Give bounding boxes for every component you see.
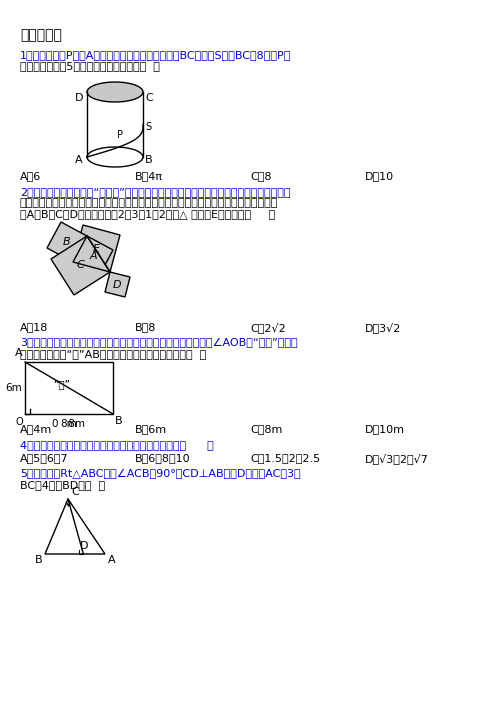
Text: B: B (145, 155, 153, 165)
Text: C．2√2: C．2√2 (250, 322, 286, 333)
Text: A: A (89, 251, 97, 261)
Text: C．1.5、2、2.5: C．1.5、2、2.5 (250, 453, 320, 463)
Text: 形A、B、C、D的边长分别是2、3、1、2，则△ 正方形E的边长是（     ）: 形A、B、C、D的边长分别是2、3、1、2，则△ 正方形E的边长是（ ） (20, 209, 275, 219)
Polygon shape (105, 272, 130, 297)
Text: 1．如图，动点P从点A出发，沿着圆柱的侧面移动到BC的中点S，若BC＝8，点P移: 1．如图，动点P从点A出发，沿着圆柱的侧面移动到BC的中点S，若BC＝8，点P移 (20, 50, 291, 60)
Text: B．4π: B．4π (135, 171, 163, 181)
Text: C．8m: C．8m (250, 424, 282, 434)
Polygon shape (73, 236, 113, 276)
Text: B．6m: B．6m (135, 424, 167, 434)
Text: 动的最短距离为5，则圆柱的底面周长为（  ）: 动的最短距离为5，则圆柱的底面周长为（ ） (20, 61, 160, 71)
Text: 4．下列各组数据，不能作为直角三角形的三边长的是（      ）: 4．下列各组数据，不能作为直角三角形的三边长的是（ ） (20, 440, 214, 450)
Ellipse shape (87, 82, 143, 102)
Polygon shape (47, 222, 87, 262)
Polygon shape (51, 236, 110, 295)
Text: BC＝4，则BD＝（  ）: BC＝4，则BD＝（ ） (20, 480, 105, 490)
Text: A: A (108, 555, 116, 565)
Text: B: B (63, 237, 71, 247)
Text: A．5、6、7: A．5、6、7 (20, 453, 68, 463)
Text: 0   8m: 0 8m (53, 419, 85, 429)
Text: B: B (115, 416, 123, 426)
Polygon shape (73, 225, 120, 272)
Text: S: S (145, 121, 151, 131)
Text: D．3√2: D．3√2 (365, 322, 401, 333)
Text: C: C (145, 93, 153, 103)
Text: D: D (113, 279, 122, 289)
Text: D: D (80, 541, 89, 551)
Text: 6m: 6m (5, 383, 22, 393)
Text: 一、选择题: 一、选择题 (20, 28, 62, 42)
Text: “路”: “路” (54, 379, 70, 389)
Text: 2．漕达哥拉斯树，也叫“勾股树”，是由漕达哥拉斯根据勾股定理所画出来的一个可以无限: 2．漕达哥拉斯树，也叫“勾股树”，是由漕达哥拉斯根据勾股定理所画出来的一个可以无… (20, 187, 291, 197)
Text: O: O (15, 417, 23, 427)
Text: 5．如图，在Rt△ABC中，∠ACB＝90°，CD⊥AB于点D，已知AC＝3，: 5．如图，在Rt△ABC中，∠ACB＝90°，CD⊥AB于点D，已知AC＝3， (20, 469, 301, 479)
Text: 3．如图，某公园处有一块长方形草坪，有极少数人为了避开拐角∠AOB走“捷径”，在花: 3．如图，某公园处有一块长方形草坪，有极少数人为了避开拐角∠AOB走“捷径”，在… (20, 338, 298, 348)
Text: D．√3、2、√7: D．√3、2、√7 (365, 453, 429, 464)
Text: A: A (75, 155, 83, 165)
Text: C: C (71, 487, 79, 497)
Text: B: B (34, 555, 42, 565)
Text: 8m: 8m (61, 419, 77, 429)
Text: B．6、8、10: B．6、8、10 (135, 453, 190, 463)
Text: D．10: D．10 (365, 171, 394, 181)
Text: C: C (76, 260, 84, 270)
Text: B．8: B．8 (135, 322, 156, 332)
Text: C．8: C．8 (250, 171, 271, 181)
Text: 重复的树形图形，其中所有的四边形都是正方形，所有的三角形都是直角三角形，若正方: 重复的树形图形，其中所有的四边形都是正方形，所有的三角形都是直角三角形，若正方 (20, 198, 278, 208)
Text: E: E (93, 244, 100, 253)
Text: A．18: A．18 (20, 322, 49, 332)
Text: A: A (15, 348, 23, 358)
Text: D．10m: D．10m (365, 424, 405, 434)
Text: P: P (117, 130, 123, 140)
Text: A．6: A．6 (20, 171, 41, 181)
Text: 圈内走出了一条“路”AB，他们踩伤草坪，仅仅少走了（  ）: 圈内走出了一条“路”AB，他们踩伤草坪，仅仅少走了（ ） (20, 349, 206, 359)
Text: A．4m: A．4m (20, 424, 52, 434)
Text: D: D (75, 93, 83, 103)
